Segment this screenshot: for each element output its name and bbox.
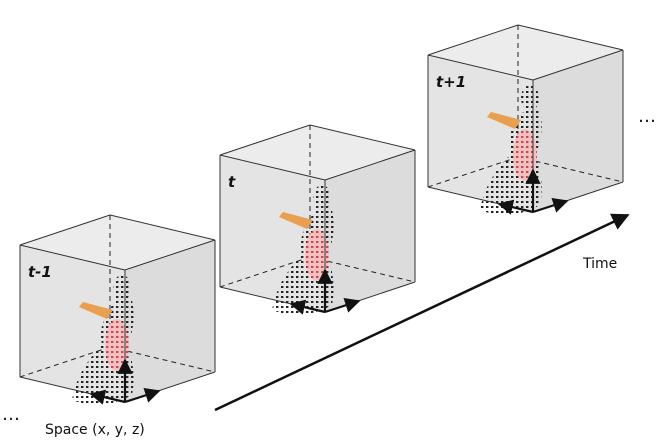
point-cloud	[313, 185, 331, 211]
ellipsis-right: …	[638, 106, 656, 127]
frame: t+1	[428, 25, 623, 215]
frame: t	[220, 125, 415, 315]
ellipsis-left: …	[2, 404, 20, 425]
frame-label: t	[228, 173, 236, 191]
frame-label: t-1	[28, 263, 52, 281]
diagram: t-1 t t+1 Time Space (x, y, z) … …	[0, 0, 666, 440]
frame-label: t+1	[436, 73, 466, 91]
time-label: Time	[582, 256, 617, 272]
space-label: Space (x, y, z)	[45, 422, 145, 438]
point-cloud	[521, 85, 539, 111]
point-cloud	[113, 275, 131, 301]
frame: t-1	[20, 215, 215, 405]
cubes: t-1 t t+1	[20, 25, 623, 405]
